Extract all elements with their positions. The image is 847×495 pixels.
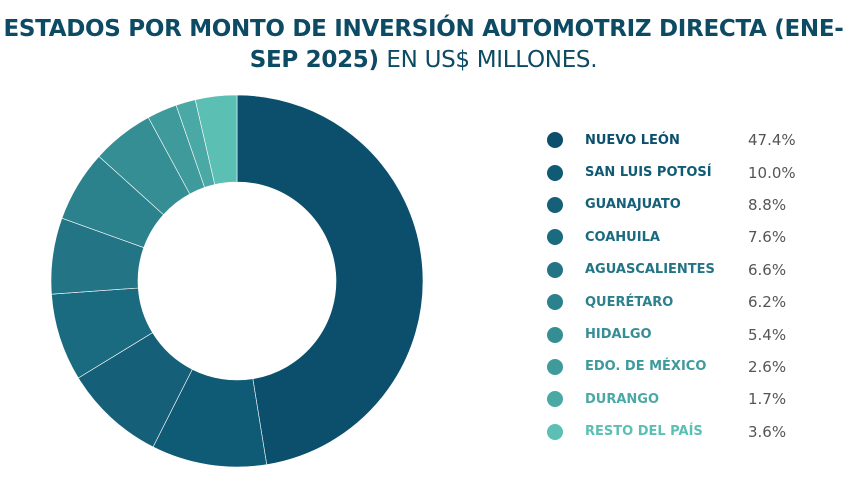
legend-value: 6.2% bbox=[748, 293, 787, 312]
legend-label: NUEVO LEÓN bbox=[585, 132, 680, 148]
legend-marker bbox=[547, 261, 563, 278]
legend-label: AGUASCALIENTES bbox=[585, 262, 715, 278]
legend: NUEVO LEÓN 47.4% SAN LUIS POTOSÍ 10.0% G… bbox=[547, 124, 796, 448]
legend-marker bbox=[547, 423, 563, 440]
legend-item: HIDALGO 5.4% bbox=[547, 318, 796, 350]
title-unit: EN US$ MILLONES. bbox=[386, 47, 598, 73]
legend-item: SAN LUIS POTOSÍ 10.0% bbox=[547, 156, 796, 188]
chart-title: ESTADOS POR MONTO DE INVERSIÓN AUTOMOTRI… bbox=[0, 14, 847, 76]
legend-item: QUERÉTARO 6.2% bbox=[547, 286, 796, 318]
legend-item: AGUASCALIENTES 6.6% bbox=[547, 254, 796, 286]
legend-value: 6.6% bbox=[748, 260, 787, 279]
legend-value: 8.8% bbox=[748, 195, 787, 214]
legend-marker bbox=[547, 391, 563, 408]
legend-marker bbox=[547, 132, 563, 149]
legend-label: HIDALGO bbox=[585, 327, 652, 343]
legend-marker bbox=[547, 326, 563, 343]
legend-item: GUANAJUATO 8.8% bbox=[547, 189, 796, 221]
legend-value: 47.4% bbox=[748, 131, 796, 150]
donut-chart bbox=[50, 94, 424, 468]
legend-marker bbox=[547, 294, 563, 311]
legend-value: 3.6% bbox=[748, 422, 787, 441]
legend-label: GUANAJUATO bbox=[585, 197, 681, 213]
legend-label: QUERÉTARO bbox=[585, 294, 674, 310]
legend-value: 2.6% bbox=[748, 357, 787, 376]
legend-marker bbox=[547, 196, 563, 213]
legend-marker bbox=[547, 358, 563, 375]
legend-marker bbox=[547, 229, 563, 246]
legend-value: 1.7% bbox=[748, 390, 787, 409]
donut-slice-9 bbox=[194, 94, 238, 185]
legend-item: COAHUILA 7.6% bbox=[547, 221, 796, 253]
legend-label: DURANGO bbox=[585, 391, 660, 407]
legend-item: DURANGO 1.7% bbox=[547, 383, 796, 415]
donut-slice-0 bbox=[236, 94, 424, 465]
legend-value: 10.0% bbox=[748, 163, 796, 182]
legend-item: EDO. DE MÉXICO 2.6% bbox=[547, 351, 796, 383]
title-main: ESTADOS POR MONTO DE INVERSIÓN AUTOMOTRI… bbox=[3, 16, 844, 73]
legend-item: NUEVO LEÓN 47.4% bbox=[547, 124, 796, 156]
legend-item: RESTO DEL PAÍS 3.6% bbox=[547, 416, 796, 448]
legend-label: RESTO DEL PAÍS bbox=[585, 424, 703, 440]
legend-label: EDO. DE MÉXICO bbox=[585, 359, 707, 375]
legend-value: 7.6% bbox=[748, 228, 787, 247]
legend-value: 5.4% bbox=[748, 325, 787, 344]
legend-label: COAHUILA bbox=[585, 229, 660, 245]
legend-label: SAN LUIS POTOSÍ bbox=[585, 165, 712, 181]
legend-marker bbox=[547, 164, 563, 181]
